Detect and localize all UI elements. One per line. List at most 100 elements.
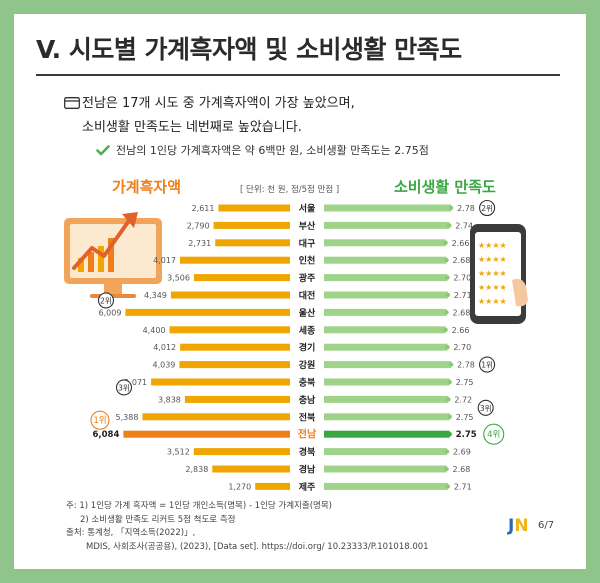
left-value-label: 2,611 bbox=[192, 204, 215, 213]
rank-badge bbox=[477, 399, 494, 416]
category-label: 부산 bbox=[299, 220, 316, 232]
right-value-label: 2.68 bbox=[453, 465, 471, 474]
category-label: 경기 bbox=[299, 342, 316, 354]
page-number: 6/7 bbox=[538, 520, 555, 531]
left-value-label: 4,400 bbox=[143, 326, 166, 335]
left-bar bbox=[151, 378, 290, 386]
right-bar bbox=[324, 221, 450, 229]
right-bar bbox=[324, 482, 448, 490]
right-bar-end-dot bbox=[448, 362, 454, 367]
footnotes: 주: 1) 1인당 가계 흑자액 = 1인당 개인소득(명목) - 1인당 가계… bbox=[66, 500, 429, 554]
category-label: 세종 bbox=[299, 324, 316, 336]
right-series-header: 소비생활 만족도 bbox=[394, 178, 496, 196]
right-bar bbox=[324, 430, 450, 438]
category-label: 충북 bbox=[299, 377, 316, 389]
left-bar bbox=[179, 361, 290, 369]
left-value-label: 4,012 bbox=[153, 343, 176, 352]
left-value-label: 3,838 bbox=[158, 395, 181, 404]
left-value-label: 6,084 bbox=[93, 430, 120, 440]
right-value-label: 2.66 bbox=[452, 326, 470, 335]
right-value-label: 2.75 bbox=[456, 430, 477, 440]
right-value-label: 2.71 bbox=[454, 291, 472, 300]
right-value-label: 2.68 bbox=[453, 256, 471, 265]
category-label: 제주 bbox=[299, 481, 316, 493]
left-bar bbox=[125, 308, 290, 316]
left-value-label: 2,790 bbox=[187, 221, 210, 230]
rank-badge-text: 1위 bbox=[93, 416, 106, 426]
category-label: 전남 bbox=[298, 428, 317, 441]
category-label: 서울 bbox=[299, 203, 316, 215]
svg-text:★★★★: ★★★★ bbox=[478, 255, 507, 264]
right-value-label: 2.68 bbox=[453, 308, 471, 317]
right-value-label: 2.72 bbox=[454, 395, 472, 404]
rank-badge bbox=[479, 199, 496, 217]
right-bar-end-dot bbox=[447, 223, 452, 228]
right-bar bbox=[324, 326, 446, 334]
right-bar-end-dot bbox=[447, 379, 452, 385]
logo-letter-j: J bbox=[508, 516, 515, 536]
footnote-2: 2) 소비생활 만족도 리커트 5점 척도로 측정 bbox=[80, 514, 236, 525]
right-value-label: 2.66 bbox=[452, 239, 470, 248]
phone-rating-icon: ★★★★ ★★★★ ★★★★ ★★★★ ★★★★ bbox=[470, 224, 528, 324]
footnote-1: 주: 1) 1인당 가계 흑자액 = 1인당 개인소득(명목) - 1인당 가계… bbox=[66, 501, 332, 511]
right-bar-end-dot bbox=[445, 484, 451, 489]
right-bar-end-dot bbox=[444, 258, 449, 263]
left-bar bbox=[142, 413, 290, 421]
category-label: 인천 bbox=[299, 256, 316, 267]
summary-check-line: 전남의 1인당 가계흑자액은 약 6백만 원, 소비생활 만족도는 2.75점 bbox=[116, 144, 429, 157]
rank-badge bbox=[483, 423, 505, 445]
footnote-source-2: MDIS, 사회조사(공공용), (2023), [Data set]. htt… bbox=[86, 541, 429, 552]
svg-text:★★★★: ★★★★ bbox=[478, 297, 507, 306]
right-bar bbox=[324, 448, 447, 456]
left-value-label: 5,388 bbox=[116, 413, 139, 422]
right-bar-end-dot bbox=[445, 345, 450, 350]
category-label: 강원 bbox=[299, 359, 316, 371]
rank-badge bbox=[97, 292, 115, 309]
right-bar bbox=[324, 378, 450, 386]
rank-badge bbox=[90, 410, 110, 430]
summary-line-1: 전남은 17개 시도 중 가계흑자액이 가장 높았으며, bbox=[82, 96, 355, 111]
right-value-label: 2.74 bbox=[455, 221, 473, 230]
right-value-label: 2.75 bbox=[456, 413, 474, 422]
footnote-source: 출처: 통계청, 「지역소득(2022)」, bbox=[66, 528, 196, 538]
left-value-label: 6,009 bbox=[99, 308, 122, 317]
right-value-label: 2.75 bbox=[456, 378, 474, 387]
left-bar bbox=[179, 256, 290, 264]
left-series-header: 가계흑자액 bbox=[112, 178, 182, 196]
left-bar bbox=[123, 430, 290, 438]
left-value-label: 2,838 bbox=[185, 465, 208, 474]
left-bar bbox=[218, 204, 290, 212]
category-label: 충남 bbox=[299, 394, 316, 406]
left-bar bbox=[184, 395, 290, 403]
left-bar bbox=[170, 291, 290, 299]
brand-logo: JN bbox=[508, 516, 529, 536]
rank-badge-text: 2위 bbox=[100, 296, 112, 305]
left-value-label: 2,731 bbox=[188, 239, 211, 248]
left-bar bbox=[212, 465, 290, 473]
left-value-label: 4,017 bbox=[153, 256, 176, 265]
left-value-label: 5,071 bbox=[124, 378, 147, 387]
rank-badge bbox=[479, 356, 496, 373]
right-value-label: 2.70 bbox=[453, 274, 471, 283]
category-label: 전북 bbox=[299, 411, 316, 423]
left-bar bbox=[180, 343, 290, 351]
svg-text:★★★★: ★★★★ bbox=[478, 283, 507, 292]
rank-badge-text: 1위 bbox=[481, 361, 493, 370]
category-label: 대전 bbox=[299, 290, 316, 302]
left-bar bbox=[255, 482, 290, 490]
right-bar bbox=[324, 395, 449, 403]
category-label: 경북 bbox=[299, 446, 316, 458]
right-bar bbox=[324, 308, 447, 316]
category-label: 울산 bbox=[299, 307, 316, 319]
left-value-label: 4,039 bbox=[152, 361, 175, 370]
page-title: V. 시도별 가계흑자액 및 소비생활 만족도 bbox=[36, 35, 462, 64]
left-value-label: 3,512 bbox=[167, 448, 190, 457]
svg-text:★★★★: ★★★★ bbox=[478, 269, 507, 278]
right-value-label: 2.70 bbox=[453, 343, 471, 352]
right-bar-end-dot bbox=[443, 327, 448, 332]
left-value-label: 3,506 bbox=[167, 274, 190, 283]
logo-letter-n: N bbox=[514, 516, 529, 536]
right-bar bbox=[324, 361, 452, 369]
right-value-label: 2.78 bbox=[457, 204, 475, 213]
